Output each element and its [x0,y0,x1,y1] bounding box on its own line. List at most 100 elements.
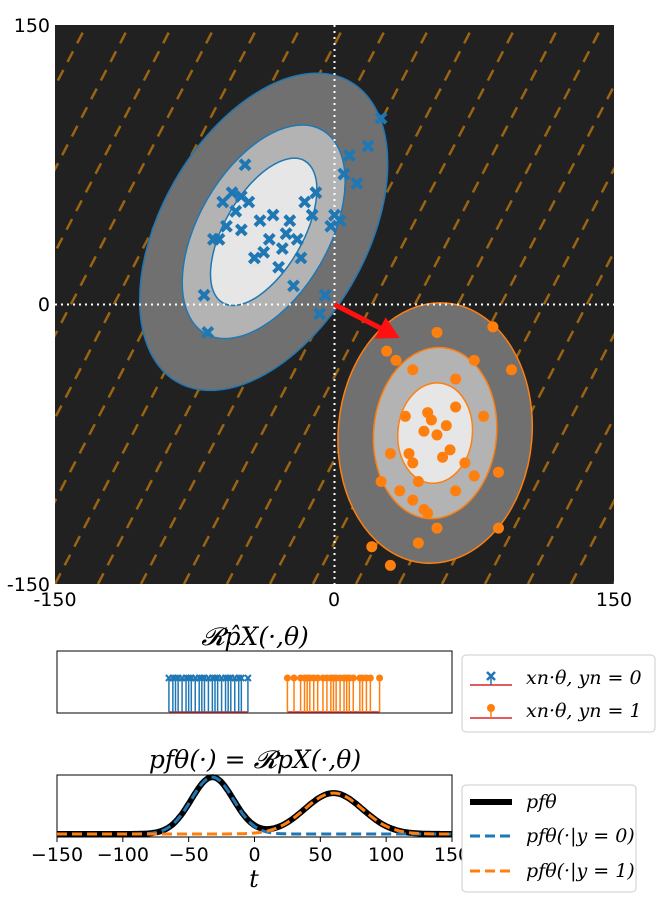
hatch-line [55,25,261,421]
density-panel: pfθ(·) = 𝓡pX(·,θ) −150 −100 −50 0 50 100 150 t… [31,745,637,893]
point-class-1 [468,354,480,366]
stem-marker-1 [314,674,322,682]
point-class-1 [431,326,443,338]
point-class-1 [375,476,387,488]
point-class-1 [450,485,462,497]
point-class-0 [309,186,323,200]
point-class-0 [318,288,332,302]
density-xtick-label: 0 [248,844,260,866]
point-class-1 [403,448,415,460]
ytick-bottom: -150 [7,574,50,596]
point-class-0 [216,195,230,209]
point-class-1 [450,401,462,413]
point-class-1 [478,410,490,422]
point-class-0 [294,251,308,265]
hatch-line [55,25,218,338]
xtick-right: 150 [596,589,632,611]
point-class-0 [283,214,297,228]
point-class-1 [450,373,462,385]
xtick-mid: 0 [328,589,340,611]
point-class-0 [374,111,388,125]
point-class-0 [234,223,248,237]
stem-legend-box [461,654,656,733]
point-class-1 [459,457,471,469]
hatch-line [268,25,562,584]
density-xtick-label: −100 [97,844,149,866]
density-curves [57,774,452,837]
point-class-1 [381,345,393,357]
point-class-0 [220,219,233,233]
arrow-head [374,317,400,339]
stem-marker-1 [366,674,374,682]
point-class-1 [407,364,419,376]
density-legend-label-2: pfθ(·|y = 1) [526,860,635,882]
density-xtick-label: 150 [434,844,470,866]
stem-marker-1 [283,674,291,682]
point-class-0 [201,326,215,339]
point-class-1 [418,425,430,437]
point-class-1 [431,429,443,441]
stem-axes [56,650,453,714]
stem-marker-1 [349,674,357,682]
stem-panel: 𝓡p̂X(·,θ) xn·θ, yn = 0 xn·θ, yn = 1 [56,622,656,733]
stem-marker-0 [244,674,252,682]
theta-arrow [333,302,400,339]
point-class-0 [212,232,226,246]
stem-marker-1 [376,674,384,682]
point-class-1 [384,559,396,571]
point-class-1 [425,414,437,426]
stem-marker-1 [290,674,298,682]
point-class-0 [298,195,312,209]
point-class-0 [342,149,356,162]
density-xtick-label: −50 [169,844,209,866]
point-class-0 [266,208,280,222]
point-class-0 [262,232,276,246]
point-class-0 [275,242,289,256]
point-class-0 [333,214,347,228]
point-class-1 [487,321,499,333]
point-class-0 [257,245,271,259]
point-class-0 [290,232,304,246]
stem-legend-label-1: xn·θ, yn = 1 [526,700,642,722]
density-legend-label-0: pfθ [526,791,557,813]
density-xtick-label: 100 [368,844,404,866]
stem-legend-marker-1 [470,704,512,719]
point-class-0 [287,279,300,293]
point-class-1 [440,420,452,432]
density-xtick-label: 50 [308,844,332,866]
scatter-panel: 150 0 -150 -150 0 150 [0,5,632,611]
point-class-0 [229,204,243,218]
stem-legend: xn·θ, yn = 0 xn·θ, yn = 1 [461,654,656,733]
point-class-0 [361,139,375,153]
stem-legend-label-0: xn·θ, yn = 0 [526,667,642,689]
point-class-0 [350,176,364,190]
point-class-0 [253,214,267,228]
density-legend-label-1: pfθ(·|y = 0) [526,825,635,847]
point-class-0 [225,186,239,200]
hatch-line [483,332,614,584]
density-legend-box [461,784,637,893]
point-class-0 [238,158,252,172]
point-class-1 [407,457,419,469]
point-class-1 [390,354,402,366]
hatch-line [612,581,614,584]
confidence-ellipse-0 [209,157,318,307]
point-class-1 [431,522,443,534]
arrow-shaft [333,302,382,331]
point-class-0 [337,167,351,181]
point-class-1 [468,470,480,482]
point-class-1 [412,537,424,549]
ytick-top: 150 [14,15,50,37]
point-class-1 [394,485,406,497]
density-xlabel: t [249,865,259,893]
ytick-mid: 0 [38,294,50,316]
point-class-1 [366,541,378,553]
point-class-1 [506,364,518,376]
stem-legend-marker-0 [470,671,512,686]
point-class-0 [305,208,319,222]
point-class-0 [247,251,261,265]
density-legend: pfθ pfθ(·|y = 0) pfθ(·|y = 1) [461,784,637,893]
point-class-1 [412,476,424,488]
hatch-line [0,5,11,584]
